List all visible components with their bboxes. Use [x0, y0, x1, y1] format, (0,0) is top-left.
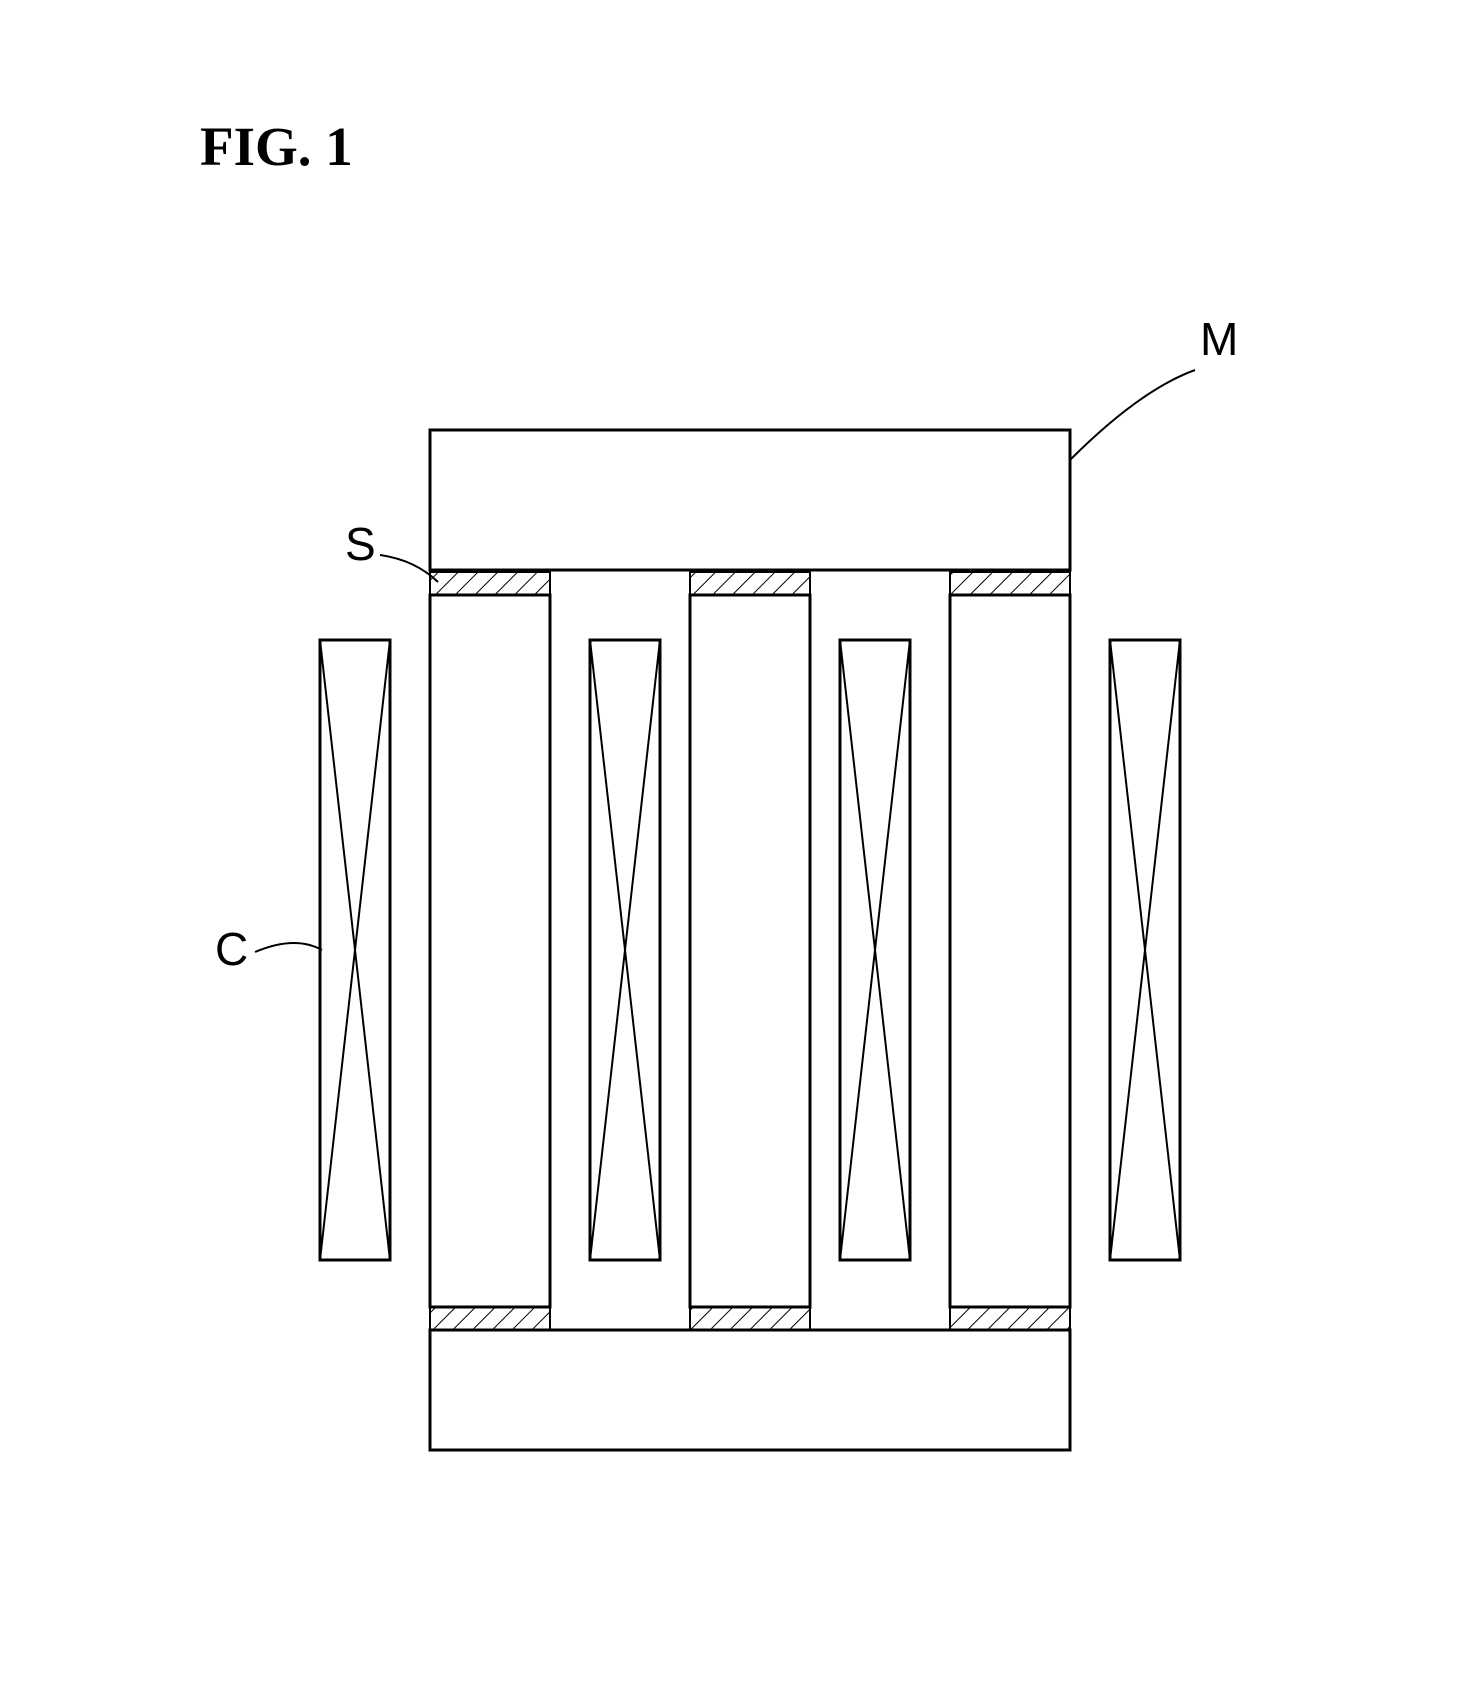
spacer [950, 1307, 1070, 1331]
spacer [950, 572, 1070, 596]
core-top_yoke [430, 430, 1070, 570]
core-leg_mid [690, 595, 810, 1307]
coil [1110, 640, 1180, 1260]
leader-M [1070, 370, 1195, 460]
core-leg_left [430, 595, 550, 1307]
spacer [430, 572, 550, 596]
coil [590, 640, 660, 1260]
spacer [430, 1307, 550, 1331]
spacer [690, 1307, 810, 1331]
core-leg_right [950, 595, 1070, 1307]
label-M: M [1200, 313, 1238, 365]
leader-C [255, 943, 322, 952]
label-S: S [345, 518, 376, 570]
coil [320, 640, 390, 1260]
coil [840, 640, 910, 1260]
label-C: C [215, 923, 248, 975]
transformer-diagram: M S C [0, 0, 1479, 1692]
core-bottom_yoke [430, 1330, 1070, 1450]
spacer [690, 572, 810, 596]
